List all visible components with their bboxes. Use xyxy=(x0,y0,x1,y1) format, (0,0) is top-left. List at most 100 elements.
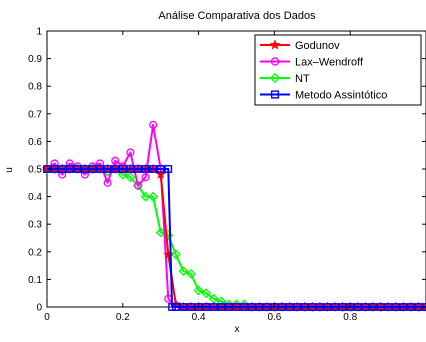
chart-title: Análise Comparativa dos Dados xyxy=(158,10,316,22)
data-point xyxy=(134,165,142,173)
legend-item-godunov: Godunov xyxy=(260,39,340,52)
legend-item-nt: NT xyxy=(260,72,310,85)
data-point xyxy=(300,303,309,311)
data-point xyxy=(201,288,212,299)
data-point xyxy=(187,303,195,311)
data-point xyxy=(117,169,128,180)
data-point xyxy=(96,165,104,173)
data-point xyxy=(164,165,173,173)
data-point xyxy=(202,303,211,311)
data-point xyxy=(376,303,385,311)
data-point xyxy=(73,165,82,173)
data-point xyxy=(217,303,226,311)
data-point xyxy=(209,303,218,311)
data-point xyxy=(163,249,174,260)
y-tick-label: 0.5 xyxy=(28,165,42,176)
data-point xyxy=(178,266,189,277)
legend-item-metodo-assint-tico: Metodo Assintótico xyxy=(260,90,387,102)
data-point xyxy=(58,165,67,173)
legend-label: Metodo Assintótico xyxy=(295,90,387,102)
y-tick-label: 0.9 xyxy=(28,54,42,65)
data-point xyxy=(156,165,165,173)
data-point xyxy=(315,303,324,311)
data-point xyxy=(118,165,127,173)
data-point xyxy=(361,303,370,311)
legend-box xyxy=(254,34,422,106)
data-point xyxy=(186,268,196,279)
data-point xyxy=(111,165,120,173)
y-tick-label: 0.6 xyxy=(28,137,42,148)
data-point xyxy=(133,181,143,190)
data-point xyxy=(179,303,188,311)
data-point xyxy=(170,249,181,260)
x-tick-label: 0.8 xyxy=(343,312,357,323)
data-point xyxy=(149,120,158,129)
data-point xyxy=(293,303,302,311)
data-point xyxy=(323,303,332,311)
data-point xyxy=(262,303,271,311)
y-tick-label: 0 xyxy=(36,303,42,314)
legend-label: Lax–Wendroff xyxy=(295,57,364,69)
data-point xyxy=(171,303,180,311)
data-point xyxy=(240,303,248,311)
data-point xyxy=(255,303,264,311)
y-tick-label: 0.8 xyxy=(28,82,42,93)
data-point xyxy=(384,303,392,311)
y-tick-label: 0.2 xyxy=(28,247,42,258)
data-point xyxy=(414,303,423,311)
x-axis: 0 0.2 0.4 0.6 0.8 xyxy=(44,31,358,323)
data-point xyxy=(308,303,317,311)
data-point xyxy=(406,303,415,311)
legend-label: Godunov xyxy=(295,40,340,52)
data-point xyxy=(193,285,204,296)
y-axis: 0 0.1 0.2 0.3 0.4 0.5 0.6 0.7 0.8 0.9 1 xyxy=(28,27,426,314)
data-point xyxy=(125,172,136,183)
data-point xyxy=(331,303,339,311)
data-point xyxy=(225,303,233,311)
y-tick-label: 0.3 xyxy=(28,220,42,231)
data-point xyxy=(50,165,59,173)
data-point xyxy=(141,173,150,182)
legend-swatch-marker xyxy=(270,57,280,66)
data-point xyxy=(399,303,408,311)
x-tick-label: 0.2 xyxy=(116,312,130,323)
y-tick-label: 0.1 xyxy=(28,275,42,286)
data-point xyxy=(278,303,286,311)
data-point xyxy=(80,165,89,173)
x-tick-label: 0.4 xyxy=(192,312,206,323)
y-tick-label: 1 xyxy=(36,27,42,38)
data-point xyxy=(65,165,74,173)
data-point xyxy=(353,303,362,311)
data-point xyxy=(141,165,150,173)
data-point xyxy=(391,303,400,311)
data-point xyxy=(155,169,166,179)
series-metodo-assint-tico xyxy=(43,165,426,311)
data-point xyxy=(232,303,241,311)
data-point xyxy=(338,303,347,311)
legend: Godunov Lax–Wendroff NT Metodo Assintótico xyxy=(254,34,422,106)
x-tick-label: 0 xyxy=(44,312,50,323)
data-point xyxy=(369,303,377,311)
data-point xyxy=(247,303,256,311)
data-point xyxy=(103,165,112,173)
data-point xyxy=(149,165,158,173)
data-point xyxy=(140,191,151,202)
data-point xyxy=(88,165,97,173)
data-point xyxy=(103,178,112,187)
legend-swatch-marker xyxy=(269,39,281,50)
legend-swatch-marker xyxy=(270,90,280,99)
legend-swatch-marker xyxy=(269,72,281,84)
y-axis-label: u xyxy=(4,167,15,173)
data-point xyxy=(126,165,135,173)
y-tick-label: 0.4 xyxy=(28,192,42,203)
legend-item-lax-wendroff: Lax–Wendroff xyxy=(260,57,364,69)
data-point xyxy=(126,148,135,157)
x-tick-label: 0.6 xyxy=(267,312,281,323)
x-axis-label: x xyxy=(235,324,240,335)
data-point xyxy=(285,303,294,311)
data-point xyxy=(148,191,159,202)
y-tick-label: 0.7 xyxy=(28,109,42,120)
legend-label: NT xyxy=(295,73,310,85)
